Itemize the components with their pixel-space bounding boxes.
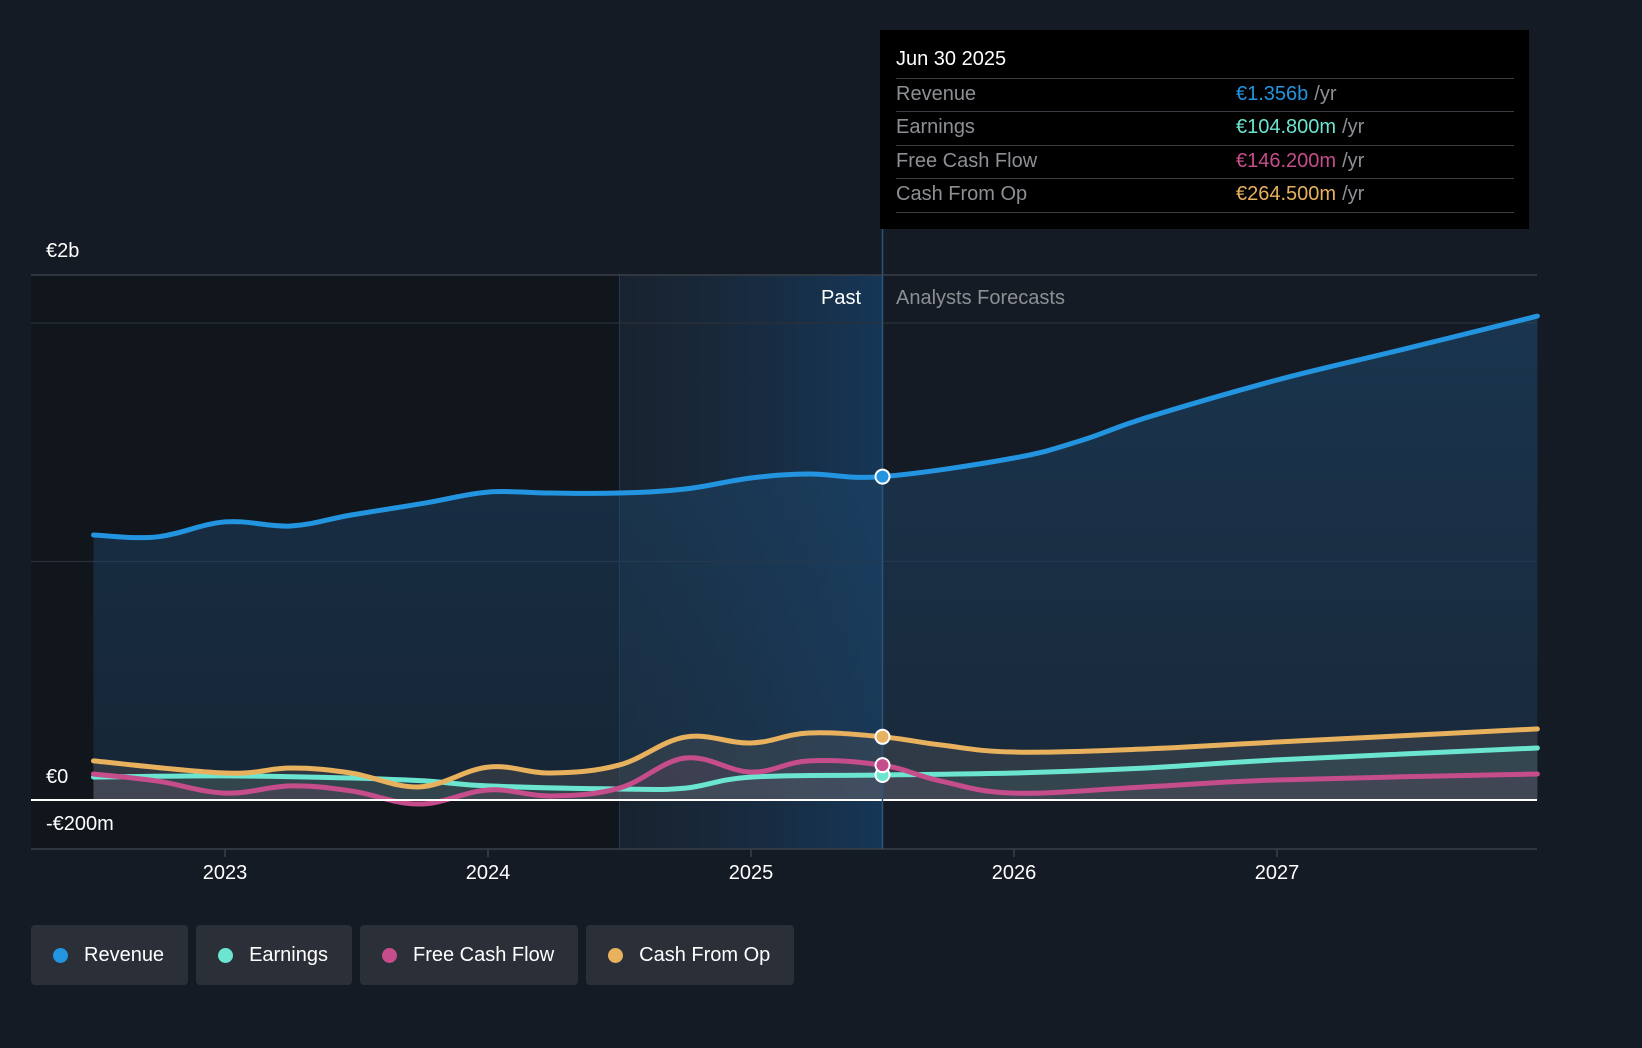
area-free-cash-flow [93,757,1538,805]
area-revenue [93,316,1538,800]
unit: /yr [1342,183,1365,205]
tooltip-row-earnings: Earnings €104.800m/yr [896,111,1514,145]
legend-item-earnings[interactable]: Earnings [196,925,352,985]
legend-label: Free Cash Flow [413,943,555,966]
tooltip-divider [896,212,1514,213]
x-tick-label-2026: 2026 [991,862,1037,884]
x-tick-label-2027: 2027 [1254,862,1300,884]
earnings-value: €104.800m [1236,116,1337,138]
forecast-region-label: Analysts Forecasts [896,287,1065,309]
tooltip-label: Free Cash Flow [896,150,1038,172]
y-tick-label-2b: €2b [46,240,80,262]
tooltip-row-cfo: Cash From Op €264.500m/yr [896,178,1514,212]
legend-item-free-cash-flow[interactable]: Free Cash Flow [360,925,579,985]
circle-dot-icon [382,947,397,963]
hover-point-revenue [874,468,891,485]
tooltip-label: Cash From Op [896,183,1028,205]
line-cash-from-op [91,726,1540,790]
tooltip-row-revenue: Revenue €1.356b/yr [896,78,1514,112]
line-free-cash-flow [91,755,1540,807]
y-tick-label-neg200m: -€200m [46,812,114,835]
x-tick-label-2023: 2023 [202,862,248,884]
unit: /yr [1342,150,1365,172]
tooltip-label: Revenue [896,83,977,105]
tooltip-label: Earnings [896,116,975,138]
tooltip-value: €104.800m/yr [1236,112,1364,142]
fcf-value: €146.200m [1236,150,1337,172]
line-revenue [91,313,1540,541]
legend-item-revenue[interactable]: Revenue [31,925,189,985]
tooltip-value: €146.200m/yr [1236,146,1364,176]
y-tick-label-0: €0 [46,766,69,788]
hover-point-cash-from-op [874,728,891,745]
circle-dot-icon [218,947,234,963]
circle-dot-icon [53,947,68,963]
line-earnings [91,745,1540,792]
legend-label: Earnings [249,943,328,966]
cfo-value: €264.500m [1236,183,1337,205]
past-region-label: Past [821,287,862,309]
hover-tooltip: Jun 30 2025 Revenue €1.356b/yr Earnings … [880,30,1529,229]
tooltip-value: €264.500m/yr [1236,179,1364,209]
chart-canvas [31,229,1540,857]
revenue-value: €1.356b [1236,83,1309,105]
unit: /yr [1314,83,1337,105]
legend: Revenue Earnings Free Cash Flow Cash Fro… [31,925,795,985]
tooltip-date: Jun 30 2025 [896,48,1007,70]
tooltip-value: €1.356b/yr [1236,79,1337,109]
x-tick-label-2024: 2024 [465,862,511,884]
legend-label: Revenue [84,943,165,966]
x-tick-label-2025: 2025 [728,862,774,884]
legend-label: Cash From Op [639,943,771,966]
circle-dot-icon [608,947,624,963]
unit: /yr [1342,116,1365,138]
tooltip-row-fcf: Free Cash Flow €146.200m/yr [896,145,1514,179]
legend-item-cash-from-op[interactable]: Cash From Op [586,925,795,985]
hover-point-free-cash-flow [874,757,891,774]
